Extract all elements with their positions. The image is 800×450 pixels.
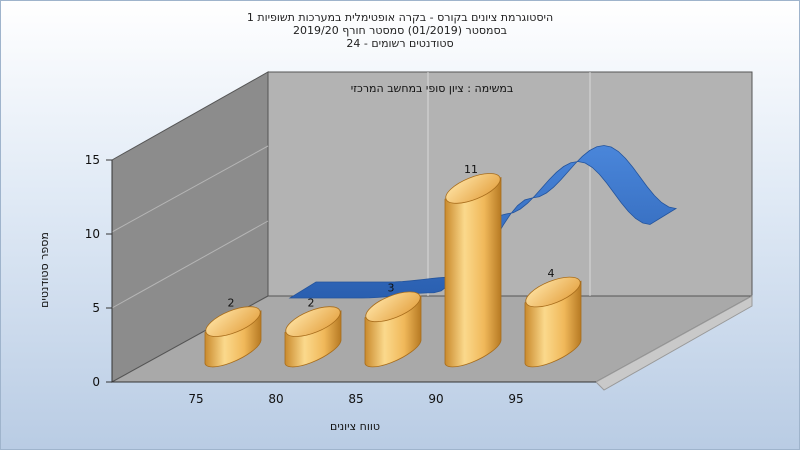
bar-top — [525, 276, 581, 308]
bar: 2 — [284, 296, 342, 368]
back-wall — [267, 71, 753, 297]
bar-value-label: 2 — [308, 296, 315, 309]
bars: 2 2 3 11 4 — [204, 163, 582, 368]
x-tick-label: 85 — [348, 392, 363, 406]
chart-title-line-2: בסמסטר (01/2019) סמסטר חורף 2019/20 — [293, 24, 507, 37]
bar-value-label: 4 — [548, 267, 555, 280]
bar: 3 — [364, 282, 422, 368]
right-edge-shadow — [595, 295, 753, 391]
chart-title-line-1: היסטוגרמת ציונים בקורס - בקרה אופטימלית … — [246, 11, 554, 24]
bar-top — [365, 291, 421, 323]
bar-value-label: 2 — [228, 296, 235, 309]
bar-top — [445, 173, 501, 204]
x-axis-title: טווח ציונים — [330, 420, 380, 433]
grid — [111, 72, 591, 309]
y-ticks: 0 5 10 15 — [85, 153, 112, 389]
y-tick-label: 15 — [85, 153, 100, 167]
annotation: במשימה : ציון סופי במחשב המרכזי — [351, 82, 514, 95]
bar-body — [444, 177, 502, 368]
bar: 2 — [204, 296, 262, 368]
x-tick-label: 80 — [268, 392, 283, 406]
x-tick-label: 75 — [188, 392, 203, 406]
chart-title-line-3: סטודנטים רשומים - 24 — [346, 37, 454, 50]
bar: 11 — [444, 163, 502, 368]
y-tick-label: 0 — [92, 375, 100, 389]
bar-top — [285, 306, 341, 337]
bar-top — [205, 306, 261, 337]
x-tick-label: 95 — [508, 392, 523, 406]
bar-value-label: 11 — [464, 163, 478, 176]
bar: 4 — [524, 267, 582, 368]
y-tick-label: 10 — [85, 227, 100, 241]
y-tick-label: 5 — [92, 301, 100, 315]
bar-value-label: 3 — [388, 282, 395, 295]
y-axis-title: מספר סטודנטים — [38, 232, 51, 308]
x-tick-label: 90 — [428, 392, 443, 406]
x-ticks: 75 80 85 90 95 — [188, 392, 523, 406]
